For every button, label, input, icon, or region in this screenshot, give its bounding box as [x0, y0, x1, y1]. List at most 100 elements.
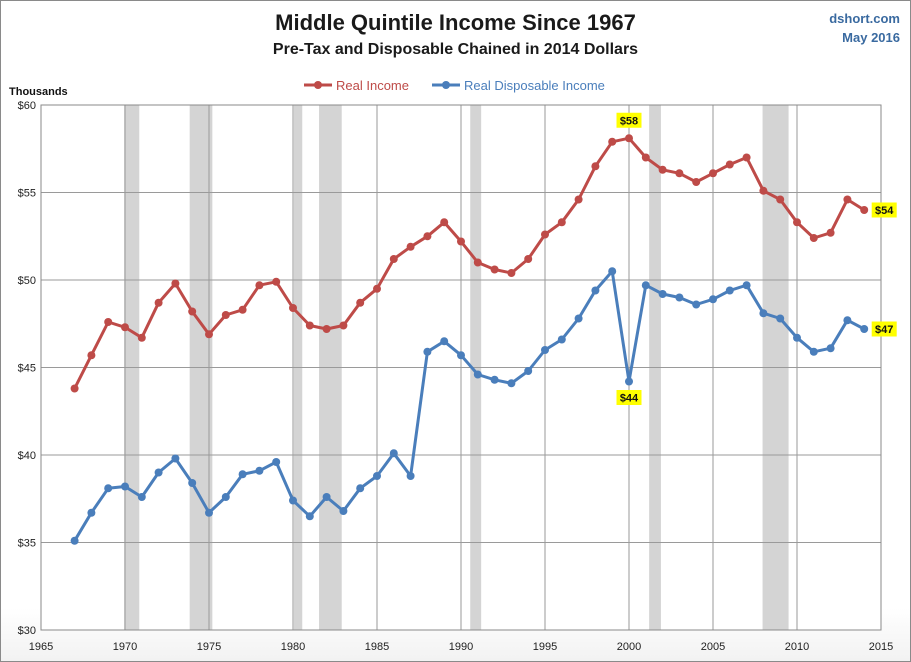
x-tick-label: 2010: [785, 641, 809, 653]
x-tick-label: 2005: [701, 641, 725, 653]
data-point: [473, 370, 482, 379]
data-point: [574, 195, 583, 204]
data-point: [541, 230, 549, 239]
data-point: [289, 304, 297, 312]
data-point: [793, 218, 801, 227]
data-point: [104, 318, 113, 326]
data-point: [406, 472, 415, 480]
callout-box: [616, 112, 642, 128]
callout-label: $44: [620, 393, 639, 405]
y-tick-label: $35: [18, 538, 36, 550]
data-point: [608, 267, 617, 276]
data-point: [339, 507, 348, 515]
data-point: [238, 470, 247, 479]
data-point: [759, 186, 768, 195]
legend-swatch-marker: [314, 81, 322, 89]
data-point: [305, 321, 314, 330]
data-point: [574, 314, 583, 323]
x-tick-label: 2015: [869, 641, 893, 653]
data-point: [238, 305, 247, 314]
x-tick-label: 1995: [533, 641, 557, 653]
data-point: [457, 237, 465, 246]
data-point: [625, 134, 633, 143]
data-point: [625, 377, 633, 386]
data-point: [490, 265, 499, 274]
y-tick-label: $55: [18, 188, 36, 200]
data-point: [776, 195, 785, 204]
y-tick-label: $45: [18, 363, 36, 375]
data-point: [423, 347, 432, 356]
data-point: [272, 277, 281, 286]
callout-label: $54: [875, 205, 894, 217]
x-tick-label: 1970: [113, 641, 137, 653]
data-point: [70, 384, 79, 393]
data-point: [507, 269, 516, 277]
callout-box: [871, 321, 897, 337]
data-point: [826, 228, 835, 237]
data-point: [440, 218, 449, 227]
data-point: [154, 298, 163, 307]
data-point: [70, 536, 79, 545]
data-point: [87, 351, 96, 360]
data-point: [675, 293, 684, 302]
data-point: [121, 323, 129, 332]
y-axis-label: Thousands: [9, 86, 68, 98]
data-point: [641, 153, 650, 162]
source-date: May 2016: [842, 30, 900, 45]
data-point: [322, 493, 331, 501]
y-tick-label: $50: [18, 275, 36, 287]
data-point: [725, 160, 734, 169]
x-tick-label: 1965: [29, 641, 53, 653]
data-point: [221, 311, 230, 319]
source-credit: dshort.com May 2016: [829, 9, 900, 47]
callout-label: $58: [620, 115, 638, 127]
data-point: [104, 484, 113, 493]
data-point: [742, 281, 751, 290]
data-point: [658, 165, 667, 174]
data-point: [188, 307, 197, 316]
data-point: [188, 479, 197, 487]
data-point: [406, 242, 415, 251]
data-point: [524, 255, 533, 263]
data-point: [137, 493, 146, 501]
data-point: [809, 347, 818, 356]
data-point: [205, 330, 213, 339]
data-point: [423, 232, 432, 241]
data-point: [389, 255, 398, 263]
data-point: [843, 316, 852, 325]
data-point: [457, 351, 465, 360]
callout-label: $47: [875, 324, 893, 336]
data-point: [289, 496, 297, 505]
data-point: [675, 169, 684, 178]
x-tick-label: 2000: [617, 641, 641, 653]
chart-title: Middle Quintile Income Since 1967: [275, 10, 636, 35]
data-point: [255, 281, 264, 290]
data-point: [171, 454, 180, 463]
data-point: [305, 512, 314, 521]
y-tick-label: $60: [18, 100, 36, 112]
data-point: [322, 325, 331, 333]
data-point: [709, 295, 717, 304]
data-point: [557, 335, 566, 344]
data-point: [356, 298, 365, 307]
data-point: [860, 325, 869, 333]
data-point: [692, 178, 701, 186]
x-tick-label: 1990: [449, 641, 473, 653]
data-point: [725, 286, 734, 295]
data-point: [205, 508, 213, 517]
data-point: [137, 333, 146, 342]
chart-subtitle: Pre-Tax and Disposable Chained in 2014 D…: [272, 41, 639, 58]
data-point: [608, 137, 617, 146]
x-tick-label: 1985: [365, 641, 389, 653]
data-point: [507, 379, 516, 388]
data-point: [221, 493, 230, 501]
data-point: [843, 195, 852, 204]
callout-box: [616, 390, 642, 405]
y-tick-label: $40: [18, 450, 36, 462]
callout-box: [871, 202, 897, 218]
data-point: [339, 321, 348, 330]
data-point: [154, 468, 163, 477]
data-point: [121, 482, 129, 491]
